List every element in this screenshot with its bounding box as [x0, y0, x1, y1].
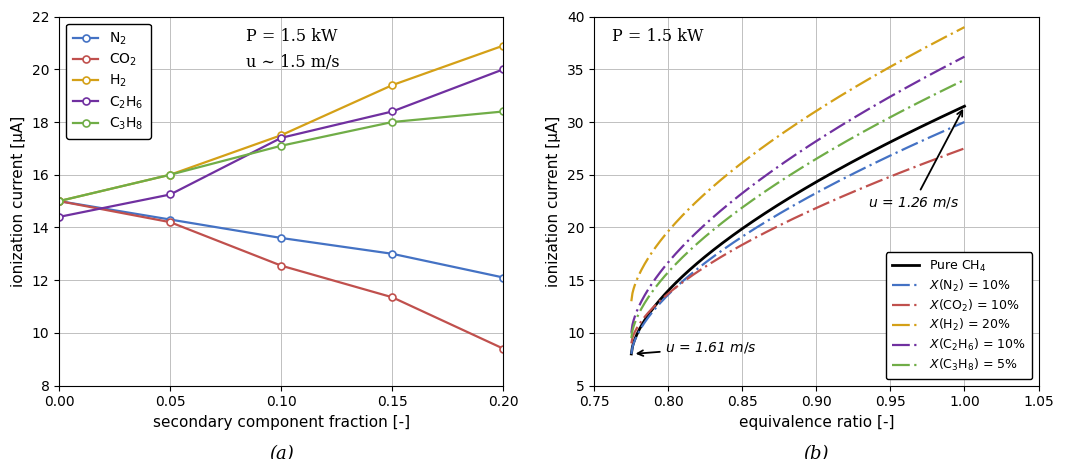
C$_3$H$_8$ [275, 143, 288, 149]
Line: CO$_2$: CO$_2$ [55, 198, 507, 352]
C$_2$H$_6$ [275, 135, 288, 140]
Text: $u$ = 1.61 $m/s$: $u$ = 1.61 $m/s$ [638, 340, 757, 356]
H$_2$ [275, 133, 288, 138]
Line: N$_2$: N$_2$ [55, 198, 507, 281]
H$_2$ [164, 172, 177, 178]
H$_2$ [53, 198, 66, 204]
CO$_2$ [164, 219, 177, 225]
Text: P = 1.5 kW
u ∼ 1.5 m/s: P = 1.5 kW u ∼ 1.5 m/s [246, 28, 340, 71]
C$_2$H$_6$ [164, 192, 177, 197]
Y-axis label: ionization current [μA]: ionization current [μA] [546, 116, 561, 287]
N$_2$ [497, 275, 510, 280]
Legend: Pure CH$_4$, $X$(N$_2$) = 10%, $X$(CO$_2$) = 10%, $X$(H$_2$) = 20%, $X$(C$_2$H$_: Pure CH$_4$, $X$(N$_2$) = 10%, $X$(CO$_2… [886, 252, 1032, 379]
N$_2$ [164, 217, 177, 222]
CO$_2$ [275, 263, 288, 269]
Text: P = 1.5 kW: P = 1.5 kW [612, 28, 704, 45]
CO$_2$ [53, 198, 66, 204]
Y-axis label: ionization current [μA]: ionization current [μA] [11, 116, 27, 287]
Legend: N$_2$, CO$_2$, H$_2$, C$_2$H$_6$, C$_3$H$_8$: N$_2$, CO$_2$, H$_2$, C$_2$H$_6$, C$_3$H… [66, 23, 150, 139]
C$_3$H$_8$ [164, 172, 177, 178]
Text: (b): (b) [804, 445, 830, 459]
H$_2$ [497, 43, 510, 48]
Line: C$_2$H$_6$: C$_2$H$_6$ [55, 66, 507, 220]
C$_3$H$_8$ [497, 109, 510, 114]
Line: C$_3$H$_8$: C$_3$H$_8$ [55, 108, 507, 205]
N$_2$ [275, 235, 288, 241]
C$_3$H$_8$ [386, 119, 398, 125]
N$_2$ [386, 251, 398, 257]
X-axis label: secondary component fraction [-]: secondary component fraction [-] [152, 415, 410, 430]
Text: $u$ = 1.26 $m/s$: $u$ = 1.26 $m/s$ [868, 111, 963, 210]
C$_2$H$_6$ [53, 214, 66, 220]
C$_2$H$_6$ [497, 67, 510, 72]
Line: H$_2$: H$_2$ [55, 42, 507, 205]
N$_2$ [53, 198, 66, 204]
C$_3$H$_8$ [53, 198, 66, 204]
Text: (a): (a) [268, 445, 294, 459]
X-axis label: equivalence ratio [-]: equivalence ratio [-] [739, 415, 895, 430]
CO$_2$ [497, 346, 510, 352]
CO$_2$ [386, 295, 398, 300]
H$_2$ [386, 82, 398, 88]
C$_2$H$_6$ [386, 109, 398, 114]
